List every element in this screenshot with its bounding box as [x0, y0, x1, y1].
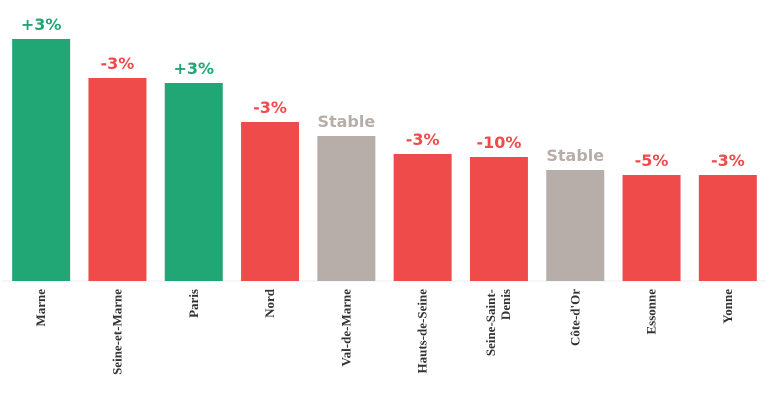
- bar: [546, 170, 605, 281]
- bar-annotation: +3%: [173, 59, 214, 78]
- x-tick-label: Seine-et-Marne: [109, 289, 124, 375]
- bar-annotation: -5%: [635, 151, 669, 170]
- bar: [12, 39, 71, 281]
- bar-annotation: +3%: [21, 15, 62, 34]
- x-tick-label: Seine-Saint-Denis: [483, 289, 513, 356]
- bar: [88, 78, 147, 281]
- bar-annotation: -3%: [711, 151, 745, 170]
- x-tick-label: Côte-d'Or: [567, 289, 582, 346]
- x-tick-label: Val-de-Marne: [338, 289, 353, 367]
- bar-annotation: -3%: [101, 54, 135, 73]
- bar-annotation: -3%: [253, 98, 287, 117]
- bar: [317, 136, 376, 281]
- bar-annotation: -10%: [476, 133, 521, 152]
- bar: [393, 154, 452, 281]
- x-tick-label: Nord: [262, 288, 277, 318]
- x-tick-label: Marne: [33, 289, 48, 327]
- bar-annotation: Stable: [317, 112, 375, 131]
- x-tick-label: Paris: [186, 289, 201, 318]
- bar-annotation: -3%: [406, 130, 440, 149]
- x-tick-label: Yonne: [720, 289, 735, 324]
- bar-annotation: Stable: [546, 146, 604, 165]
- bar: [469, 157, 528, 281]
- bar: [164, 83, 223, 281]
- bar: [622, 175, 681, 281]
- x-tick-label: Essonne: [644, 289, 659, 335]
- bar: [698, 175, 757, 281]
- x-tick-label: Hauts-de-Seine: [415, 289, 430, 374]
- bar: [241, 122, 300, 281]
